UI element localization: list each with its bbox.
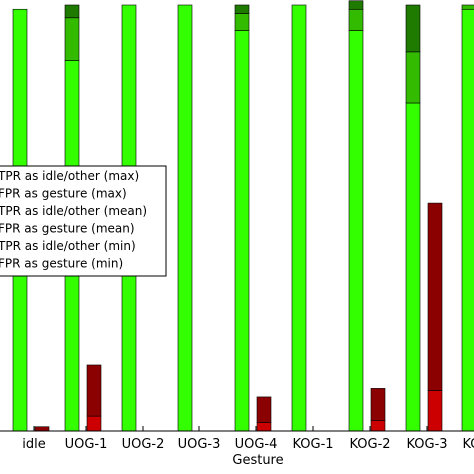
x-ticks-group: idle UOG-1 UOG-2 UOG-3 UOG-4 KOG-1 KOG-2 KOG-3 K… — [22, 426, 474, 452]
x-tick-label-uog-4: UOG-4 — [235, 437, 278, 452]
bar-uog-4-tpr-as-idle-other-min — [234, 30, 250, 432]
x-tick-label-kog-3: KOG-3 — [406, 437, 447, 452]
legend-entry-tpr-as-idle-other-max: TPR as idle/other (max) — [0, 169, 139, 183]
x-tick-label-uog-3: UOG-3 — [178, 437, 221, 452]
bar-uog-4-tpr-as-idle-other-mean — [234, 13, 250, 31]
bar-uog-4-fpr-as-gesture-min — [256, 422, 272, 432]
legend-entry-fpr-as-gesture-max: FPR as gesture (max) — [0, 187, 127, 201]
bar-uog-4-tpr-as-idle-other-max — [234, 4, 250, 14]
bar-kog-2-tpr-as-idle-other-min — [348, 30, 364, 432]
bar-kog-3-fpr-as-gesture-mean — [427, 202, 443, 391]
bar-uog-4-fpr-as-gesture-mean — [256, 396, 272, 423]
x-tick-label-uog-2: UOG-2 — [122, 437, 165, 452]
bar-uog-3-tpr-as-idle-other-min — [177, 4, 193, 432]
legend-box — [0, 165, 167, 277]
x-tick-label-kog-1: KOG-1 — [292, 437, 333, 452]
bar-uog-1-fpr-as-gesture-min — [86, 415, 102, 432]
x-tick-label-kog-4: KOG-4 — [462, 437, 474, 452]
bar-kog-4-tpr-as-idle-other-min — [461, 8, 474, 432]
bar-kog-1-tpr-as-idle-other-min — [291, 4, 307, 432]
bar-kog-3-tpr-as-idle-other-max — [405, 4, 421, 53]
bar-kog-3-fpr-as-gesture-min — [427, 390, 443, 432]
bar-kog-2-fpr-as-gesture-min — [370, 420, 386, 432]
bar-kog-2-tpr-as-idle-other-max — [348, 0, 364, 10]
bar-kog-2-tpr-as-idle-other-mean — [348, 8, 364, 31]
bar-uog-1-tpr-as-idle-other-max — [64, 4, 80, 19]
legend-entry-tpr-as-idle-other-min: TPR as idle/other (min) — [0, 239, 136, 253]
bar-kog-4-tpr-as-idle-other-mean — [461, 4, 474, 10]
legend-entry-tpr-as-idle-other-mean: TPR as idle/other (mean) — [0, 204, 147, 218]
x-tick-label-idle: idle — [22, 437, 45, 452]
legend-entry-fpr-as-gesture-min: FPR as gesture (min) — [0, 257, 123, 271]
x-axis-label: Gesture — [232, 453, 283, 468]
bar-kog-2-fpr-as-gesture-mean — [370, 388, 386, 421]
bar-kog-3-tpr-as-idle-other-min — [405, 102, 421, 432]
x-tick-label-kog-2: KOG-2 — [349, 437, 390, 452]
bar-uog-1-fpr-as-gesture-mean — [86, 364, 102, 417]
legend: TPR as idle/other (max) FPR as gesture (m… — [0, 165, 167, 277]
bar-idle-fpr-as-gesture-mean — [34, 426, 50, 432]
bar-kog-3-tpr-as-idle-other-mean — [405, 51, 421, 104]
x-tick-label-uog-1: UOG-1 — [65, 437, 108, 452]
bars-group — [12, 0, 474, 432]
bar-uog-1-tpr-as-idle-other-mean — [64, 17, 80, 61]
legend-entry-fpr-as-gesture-mean: FPR as gesture (mean) — [0, 222, 135, 236]
